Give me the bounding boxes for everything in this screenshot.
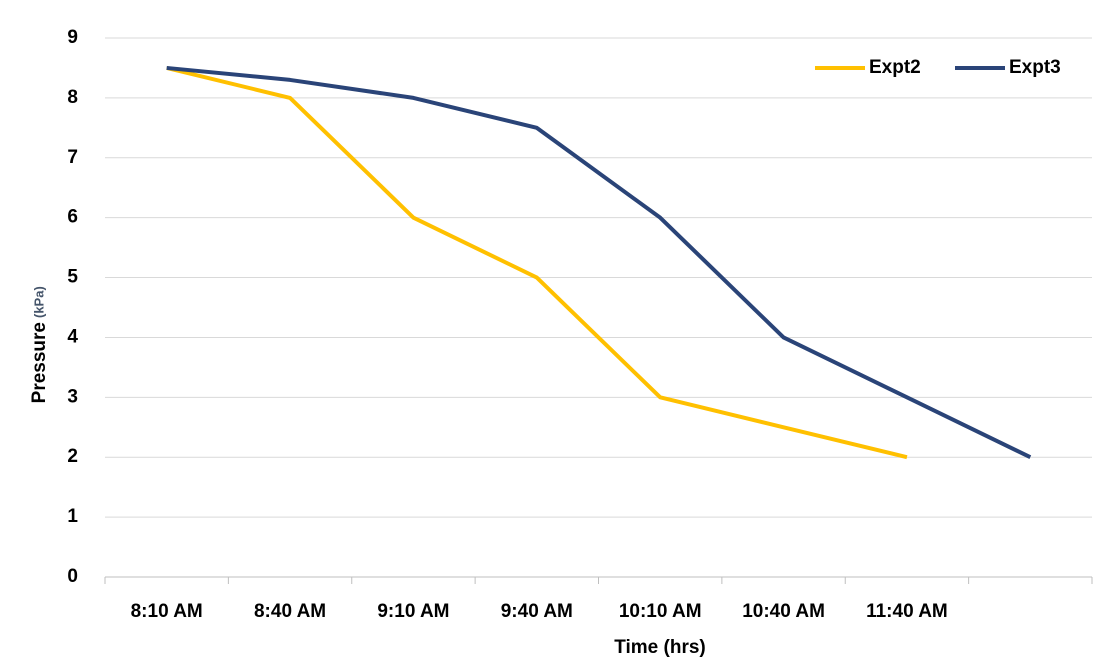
y-tick-label: 5 — [67, 267, 78, 288]
y-axis-unit: (kPa) — [31, 286, 46, 318]
line-series — [166, 65, 1032, 460]
x-tick-label: 9:10 AM — [377, 601, 449, 622]
x-tick-label: 9:40 AM — [501, 601, 573, 622]
legend-label: Expt3 — [1009, 57, 1061, 78]
y-tick-label: 6 — [67, 207, 78, 228]
x-axis-label: Time (hrs) — [614, 637, 706, 658]
x-tick-label: 10:40 AM — [742, 601, 825, 622]
y-tick-label: 2 — [67, 446, 78, 467]
y-axis-label-group: Pressure (kPa) — [29, 286, 50, 403]
y-tick-label: 4 — [67, 326, 78, 347]
line-series — [166, 66, 908, 460]
y-tick-label: 0 — [67, 566, 78, 587]
legend-label: Expt2 — [869, 57, 921, 78]
y-tick-label: 9 — [67, 27, 78, 48]
x-tick-label: 11:40 AM — [866, 601, 948, 622]
x-tick-label: 8:40 AM — [254, 601, 326, 622]
x-tick-label: 10:10 AM — [619, 601, 702, 622]
y-axis-label: Pressure — [29, 322, 50, 403]
x-tick-label: 8:10 AM — [131, 601, 203, 622]
y-tick-label: 1 — [67, 506, 78, 527]
y-tick-label: 7 — [67, 147, 78, 168]
y-tick-label: 3 — [67, 386, 78, 407]
y-tick-label: 8 — [67, 87, 78, 108]
